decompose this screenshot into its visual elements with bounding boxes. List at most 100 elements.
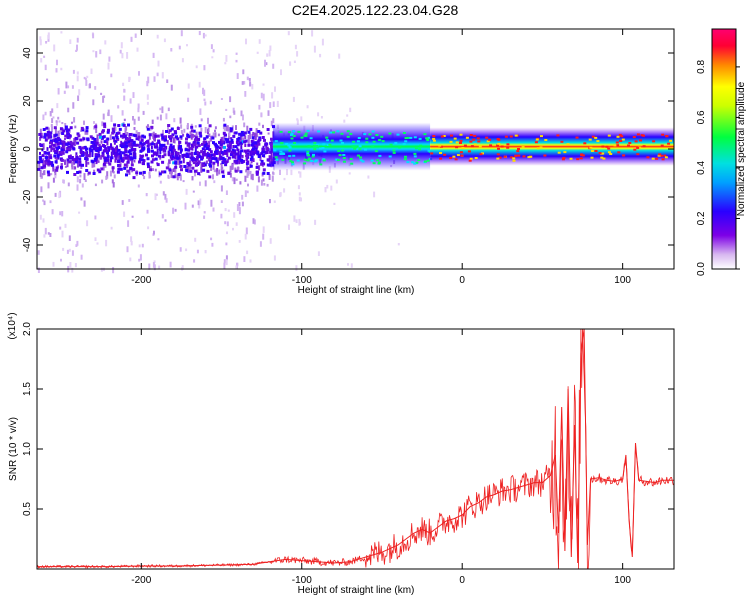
band-cell <box>129 152 133 156</box>
band-cell <box>132 133 136 137</box>
band-cell <box>370 159 374 162</box>
noise-cell <box>210 44 213 49</box>
noise-cell <box>214 132 217 138</box>
bottom-y-ticks: 0.51.01.52.0 <box>22 322 674 516</box>
noise-cell <box>260 179 263 186</box>
band-cell <box>149 168 152 172</box>
band-cell <box>228 145 232 149</box>
band-cell <box>425 137 429 140</box>
band-cell <box>106 137 110 141</box>
band-cell <box>106 151 109 155</box>
noise-cell <box>138 71 140 76</box>
noise-cell <box>237 166 240 171</box>
noise-cell <box>238 202 241 207</box>
noise-cell <box>131 215 134 218</box>
band-cell <box>263 138 266 142</box>
noise-cell <box>206 151 209 155</box>
noise-cell <box>124 127 127 134</box>
noise-cell <box>124 145 127 152</box>
noise-cell <box>267 110 270 116</box>
band-cell <box>619 140 623 142</box>
noise-cell <box>251 134 254 137</box>
noise-cell <box>65 81 68 89</box>
noise-cell <box>128 199 131 202</box>
band-cell <box>154 134 158 138</box>
noise-cell <box>204 148 207 153</box>
band-cell <box>227 140 231 144</box>
band-cell <box>142 159 146 163</box>
band-cell <box>99 135 102 139</box>
noise-cell <box>211 242 214 247</box>
band-cell <box>94 153 98 157</box>
band-cell <box>500 145 504 148</box>
band-cell <box>206 145 210 149</box>
band-cell <box>257 138 261 142</box>
noise-cell <box>58 120 61 123</box>
band-cell <box>506 146 510 149</box>
noise-cell <box>76 37 79 43</box>
noise-cell <box>113 142 116 145</box>
band-cell <box>432 137 436 140</box>
band-cell <box>140 138 144 142</box>
band-cell <box>270 161 274 165</box>
noise-cell <box>39 128 42 136</box>
noise-cell <box>81 183 84 188</box>
band-cell <box>162 147 166 151</box>
band-cell <box>103 156 107 160</box>
band-cell <box>591 135 595 138</box>
band-cell <box>190 129 194 133</box>
band-cell <box>469 157 473 160</box>
noise-cell <box>74 166 77 170</box>
band-cell <box>39 143 43 147</box>
noise-cell <box>317 251 320 256</box>
noise-cell <box>116 145 118 150</box>
band-cell <box>40 166 44 170</box>
band-cell <box>43 164 47 168</box>
band-cell <box>262 168 266 172</box>
band-cell <box>46 130 50 134</box>
band-cell <box>56 146 59 150</box>
band-cell <box>449 157 453 159</box>
noise-cell <box>161 214 164 219</box>
band-cell <box>46 170 50 174</box>
y-tick-label: 0 <box>22 146 33 152</box>
band-cell <box>89 149 93 153</box>
band-cell <box>165 166 169 170</box>
band-cell <box>381 140 385 143</box>
noise-cell <box>212 164 215 170</box>
band-cell <box>514 154 518 157</box>
noise-cell <box>151 140 154 144</box>
band-cell <box>632 136 636 138</box>
band-cell <box>658 153 662 156</box>
band-cell <box>49 131 53 135</box>
noise-cell <box>195 158 198 165</box>
noise-cell <box>42 143 45 150</box>
band-cell <box>105 149 109 153</box>
y-tick-label: 1.5 <box>22 382 33 396</box>
noise-cell <box>234 151 237 154</box>
noise-cell <box>49 200 52 204</box>
noise-cell <box>76 184 79 191</box>
band-cell <box>339 139 343 142</box>
noise-cell <box>244 143 247 147</box>
band-cell <box>83 146 87 149</box>
band-cell <box>45 126 49 130</box>
band-cell <box>121 142 124 146</box>
band-cell <box>174 161 178 165</box>
noise-cell <box>235 178 238 181</box>
band-cell <box>200 157 204 161</box>
band-cell <box>581 154 585 157</box>
noise-cell <box>189 160 192 167</box>
noise-cell <box>216 168 219 173</box>
band-cell <box>358 148 362 151</box>
band-cell <box>190 146 194 150</box>
noise-cell <box>251 173 254 181</box>
noise-cell <box>55 121 58 126</box>
noise-cell <box>156 142 158 147</box>
noise-cell <box>74 263 77 268</box>
noise-cell <box>138 258 141 262</box>
noise-cell <box>59 226 62 230</box>
band-cell <box>380 135 384 138</box>
noise-cell <box>200 162 203 169</box>
